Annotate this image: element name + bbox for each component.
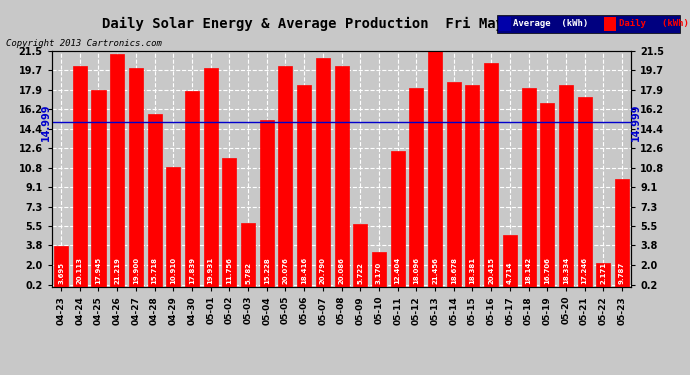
Bar [297, 84, 311, 287]
Text: 12.404: 12.404 [395, 257, 401, 284]
Bar [204, 68, 217, 287]
Bar [166, 167, 180, 287]
Text: Copyright 2013 Cartronics.com: Copyright 2013 Cartronics.com [6, 39, 161, 48]
Bar [596, 263, 611, 287]
Bar [241, 224, 255, 287]
Bar [110, 54, 124, 287]
Bar [484, 63, 498, 287]
Text: 20.113: 20.113 [77, 257, 83, 284]
Bar [540, 103, 554, 287]
Text: 15.718: 15.718 [152, 257, 157, 284]
Text: 5.782: 5.782 [245, 262, 251, 284]
Bar [503, 235, 517, 287]
Bar [54, 246, 68, 287]
Text: Daily   (kWh): Daily (kWh) [619, 20, 689, 28]
Text: 21.219: 21.219 [114, 257, 120, 284]
Bar [185, 91, 199, 287]
Bar [316, 58, 330, 287]
Text: 20.415: 20.415 [488, 257, 494, 284]
Text: 18.416: 18.416 [301, 257, 307, 284]
Text: 18.381: 18.381 [469, 257, 475, 284]
Bar [559, 86, 573, 287]
Text: 20.086: 20.086 [339, 257, 344, 284]
Text: 18.096: 18.096 [413, 257, 420, 284]
Text: 14.999: 14.999 [41, 103, 51, 141]
Bar [279, 66, 293, 287]
Bar [372, 252, 386, 287]
Bar [148, 114, 161, 287]
Bar [391, 151, 404, 287]
Text: 2.171: 2.171 [600, 262, 607, 284]
Text: 18.142: 18.142 [526, 257, 531, 284]
Text: Daily Solar Energy & Average Production  Fri May 24  05:28: Daily Solar Energy & Average Production … [102, 17, 588, 31]
Bar [409, 88, 424, 287]
Bar [335, 66, 348, 287]
Text: Average  (kWh): Average (kWh) [513, 20, 589, 28]
Text: 18.678: 18.678 [451, 257, 457, 284]
Bar [466, 85, 480, 287]
Bar [578, 98, 591, 287]
Text: 10.910: 10.910 [170, 257, 176, 284]
Text: 17.839: 17.839 [189, 257, 195, 284]
Bar [92, 90, 106, 287]
Bar [522, 87, 535, 287]
Bar [446, 82, 461, 287]
Text: 19.931: 19.931 [208, 257, 214, 284]
Bar [353, 224, 367, 287]
Text: 20.790: 20.790 [320, 257, 326, 284]
Text: 11.756: 11.756 [226, 257, 233, 284]
Text: 3.170: 3.170 [376, 262, 382, 284]
Bar [615, 179, 629, 287]
Text: 18.334: 18.334 [563, 257, 569, 284]
Text: 9.787: 9.787 [619, 262, 625, 284]
Text: 3.695: 3.695 [58, 262, 64, 284]
Text: 17.945: 17.945 [95, 257, 101, 284]
Text: 19.900: 19.900 [133, 257, 139, 284]
Text: 14.999: 14.999 [631, 103, 641, 141]
Bar [222, 158, 237, 287]
Text: 21.456: 21.456 [432, 257, 438, 284]
Bar [259, 120, 274, 287]
Text: 4.714: 4.714 [507, 262, 513, 284]
Bar [129, 68, 143, 287]
Bar [428, 51, 442, 287]
Bar [72, 66, 87, 287]
Text: 15.228: 15.228 [264, 257, 270, 284]
Text: 17.246: 17.246 [582, 257, 588, 284]
Text: 20.076: 20.076 [282, 257, 288, 284]
Text: 16.706: 16.706 [544, 257, 550, 284]
Text: 5.722: 5.722 [357, 262, 363, 284]
